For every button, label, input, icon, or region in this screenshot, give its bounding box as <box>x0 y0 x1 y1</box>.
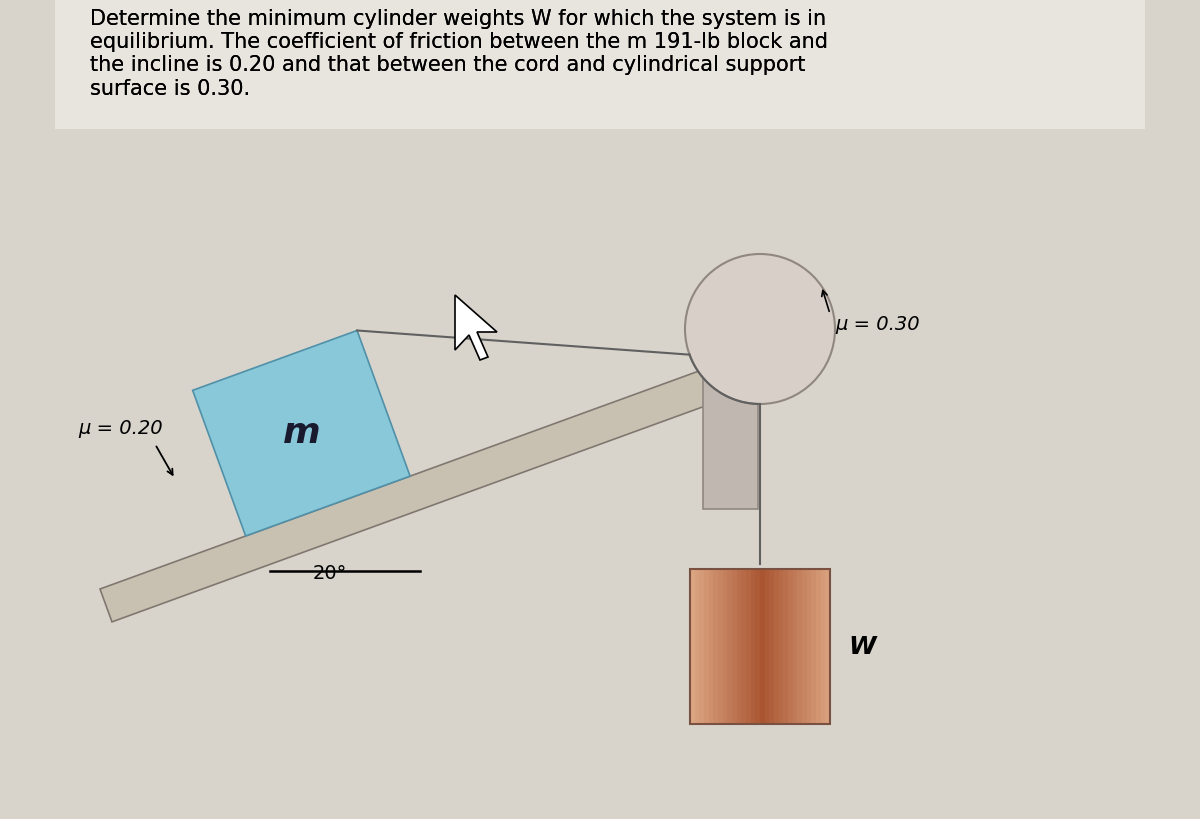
Polygon shape <box>806 569 811 724</box>
Polygon shape <box>695 569 700 724</box>
Text: m: m <box>282 416 320 450</box>
Polygon shape <box>816 569 821 724</box>
Polygon shape <box>826 569 830 724</box>
Polygon shape <box>732 569 737 724</box>
Polygon shape <box>769 569 774 724</box>
Polygon shape <box>690 569 695 724</box>
Text: W: W <box>848 635 876 658</box>
Polygon shape <box>700 569 704 724</box>
Circle shape <box>685 254 835 404</box>
Text: μ = 0.30: μ = 0.30 <box>835 314 919 333</box>
Polygon shape <box>742 569 746 724</box>
Polygon shape <box>722 569 727 724</box>
Text: Determine the minimum cylinder weights W for which the system is in
equilibrium.: Determine the minimum cylinder weights W… <box>90 9 828 98</box>
Polygon shape <box>709 569 713 724</box>
Polygon shape <box>193 331 410 536</box>
Polygon shape <box>802 569 806 724</box>
Polygon shape <box>100 346 779 622</box>
Polygon shape <box>751 569 755 724</box>
Polygon shape <box>737 569 742 724</box>
Polygon shape <box>718 569 722 724</box>
Polygon shape <box>746 569 751 724</box>
Text: Determine the minimum cylinder weights W for which the system is in
equilibrium.: Determine the minimum cylinder weights W… <box>90 9 828 98</box>
Polygon shape <box>55 0 1145 129</box>
Text: μ = 0.20: μ = 0.20 <box>78 419 163 438</box>
Polygon shape <box>788 569 793 724</box>
Polygon shape <box>727 569 732 724</box>
Polygon shape <box>821 569 826 724</box>
Polygon shape <box>755 569 760 724</box>
Polygon shape <box>774 569 779 724</box>
Polygon shape <box>784 569 788 724</box>
Polygon shape <box>797 569 802 724</box>
Polygon shape <box>455 295 497 360</box>
Text: 20°: 20° <box>313 564 347 583</box>
Polygon shape <box>704 569 709 724</box>
Polygon shape <box>779 569 784 724</box>
Polygon shape <box>793 569 797 724</box>
Polygon shape <box>811 569 816 724</box>
Polygon shape <box>702 364 757 509</box>
Polygon shape <box>713 569 718 724</box>
Polygon shape <box>760 569 764 724</box>
Polygon shape <box>764 569 769 724</box>
